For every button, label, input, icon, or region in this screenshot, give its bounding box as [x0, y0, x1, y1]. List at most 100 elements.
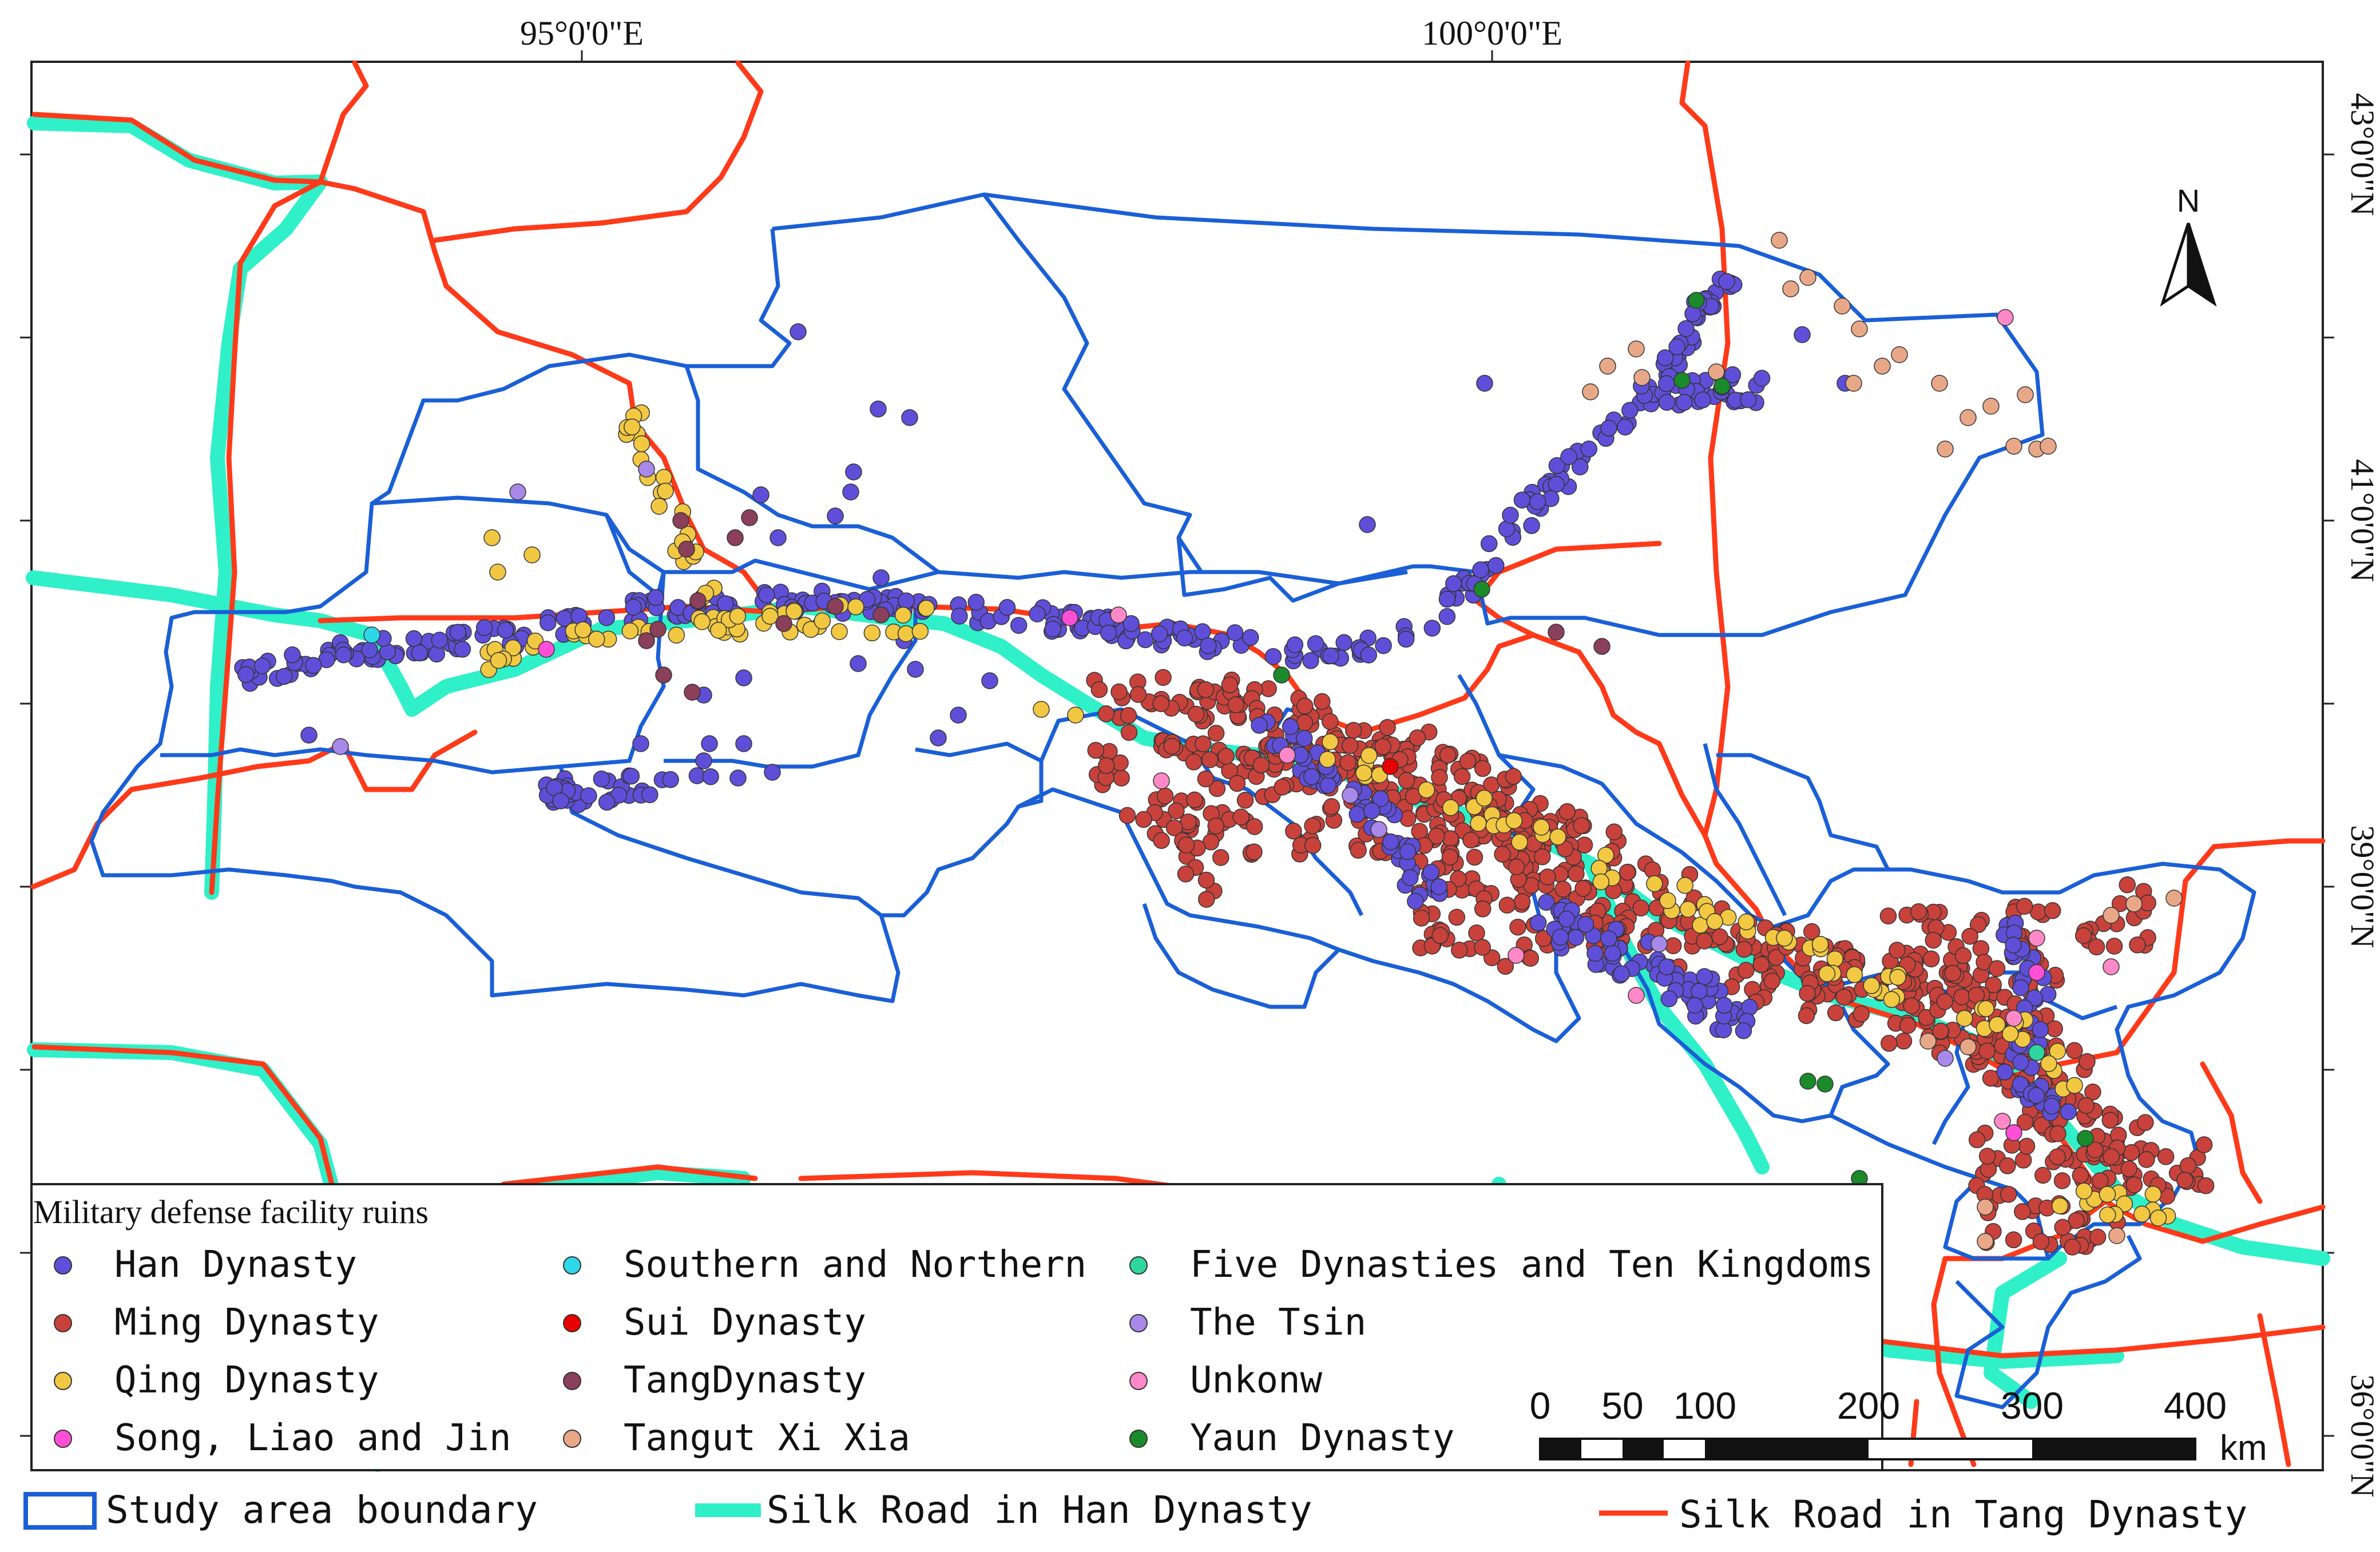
ruin-point — [1342, 737, 1359, 755]
ruin-point — [729, 608, 747, 625]
ruin-point — [1448, 908, 1466, 926]
graticule-label-41n: 41°0'0"N — [2344, 459, 2380, 582]
ruin-point — [2000, 1186, 2017, 1203]
graticule-label-95e: 95°0'0"E — [520, 14, 644, 52]
ruin-point — [1799, 1073, 1816, 1090]
ruin-point — [625, 598, 642, 616]
ruin-point — [332, 738, 349, 755]
scale-bar-unit: km — [2220, 1428, 2267, 1468]
ruin-point — [2087, 1141, 2104, 1158]
legend-symbol — [563, 1372, 581, 1390]
scale-bar-tick-label: 100 — [1673, 1384, 1736, 1427]
ruin-point — [497, 622, 514, 639]
ruin-point — [1816, 1075, 1834, 1093]
ruin-point — [814, 612, 831, 630]
ruin-point — [1397, 630, 1415, 648]
ruin-point — [1188, 705, 1205, 723]
ruin-point — [2060, 1103, 2077, 1121]
ruin-point — [1659, 892, 1676, 910]
ruin-point — [1600, 930, 1617, 947]
ruin-point — [1438, 608, 1456, 625]
ruin-point — [2028, 964, 2045, 981]
ruin-point — [1221, 676, 1239, 694]
ruin-point — [1375, 637, 1392, 654]
silk-han-label: Silk Road in Han Dynasty — [767, 1488, 1312, 1532]
legend-item: Five Dynasties and Ten Kingdoms — [1129, 1244, 1873, 1286]
ruin-point — [2125, 1176, 2143, 1193]
ruin-point — [951, 608, 968, 625]
ruin-point — [1558, 803, 1576, 820]
ruin-point — [1382, 833, 1399, 851]
ruin-point — [1922, 950, 1940, 968]
ruin-point — [2033, 1117, 2050, 1134]
ruin-point — [727, 529, 744, 546]
ruin-point — [1673, 372, 1691, 389]
ruin-point — [1522, 950, 1539, 967]
ruin-point — [2077, 1130, 2094, 1147]
ruin-point — [490, 652, 507, 669]
ruin-point — [1919, 1033, 1937, 1050]
ruin-point — [1977, 1233, 1994, 1250]
legend-item: Tangut Xi Xia — [563, 1417, 910, 1459]
ruin-point — [1428, 827, 1445, 845]
ruin-point — [638, 632, 655, 649]
scale-bar-tick-label: 300 — [2001, 1384, 2064, 1427]
ruin-point — [2028, 1087, 2045, 1104]
ruin-point — [1711, 928, 1728, 946]
ruin-point — [538, 641, 555, 658]
ruin-point — [1834, 297, 1851, 315]
ruin-point — [1122, 615, 1140, 632]
ruin-point — [1582, 383, 1599, 400]
ruin-point — [1628, 987, 1645, 1004]
bottom-legend: Study area boundary Silk Road in Han Dyn… — [23, 1488, 2247, 1537]
ruin-point — [1186, 791, 1203, 809]
ruin-point — [1658, 394, 1676, 411]
study-area-swatch — [23, 1492, 97, 1530]
ruin-point — [1713, 378, 1731, 395]
ruin-point — [1853, 1005, 1870, 1023]
ruin-point — [2103, 1148, 2120, 1165]
ruin-point — [1899, 1017, 1917, 1034]
ruin-point — [2165, 890, 2183, 907]
ruin-point — [2005, 438, 2022, 455]
ruin-point — [1651, 935, 1668, 952]
ruin-point — [1803, 923, 1820, 940]
ruin-point — [1533, 819, 1550, 836]
ruin-point — [1282, 718, 1299, 736]
ruin-point — [2077, 1097, 2095, 1114]
ruin-point — [1177, 836, 1195, 854]
ruin-point — [786, 602, 803, 620]
ruin-point — [1197, 770, 1215, 788]
legend-item: The Tsin — [1129, 1301, 1366, 1344]
ruin-point — [1227, 696, 1244, 713]
ruin-point — [967, 594, 985, 611]
ruin-point — [981, 672, 998, 689]
ruin-point — [1538, 894, 1555, 911]
silk-tang-label: Silk Road in Tang Dynasty — [1679, 1493, 2247, 1537]
ruin-point — [1604, 944, 1621, 962]
ruin-point — [2129, 936, 2146, 954]
ruin-point — [509, 483, 526, 501]
ruin-point — [1580, 440, 1597, 458]
ruin-point — [1430, 878, 1447, 895]
ruin-point — [2066, 1042, 2083, 1059]
ruin-point — [1431, 927, 1449, 944]
ruin-point — [1959, 1038, 1977, 1055]
ruin-point — [2034, 1166, 2052, 1184]
ruin-point — [1112, 754, 1129, 772]
ruin-point — [1197, 871, 1215, 889]
ruin-point — [1568, 865, 1585, 883]
ruin-point — [1572, 458, 1589, 475]
ruin-point — [2051, 1197, 2069, 1214]
ruin-point — [693, 613, 711, 630]
ruin-point — [2016, 898, 2033, 915]
ruin-point — [1735, 1022, 1752, 1039]
ruin-point — [2016, 1113, 2034, 1131]
ruin-point — [1466, 848, 1483, 866]
ruin-point — [622, 767, 640, 785]
ruin-point — [2049, 1042, 2066, 1060]
ruin-point — [2074, 927, 2092, 944]
ruin-point — [1494, 846, 1511, 863]
ruin-point — [1372, 790, 1389, 807]
legend-label: Unkonw — [1190, 1359, 1323, 1402]
